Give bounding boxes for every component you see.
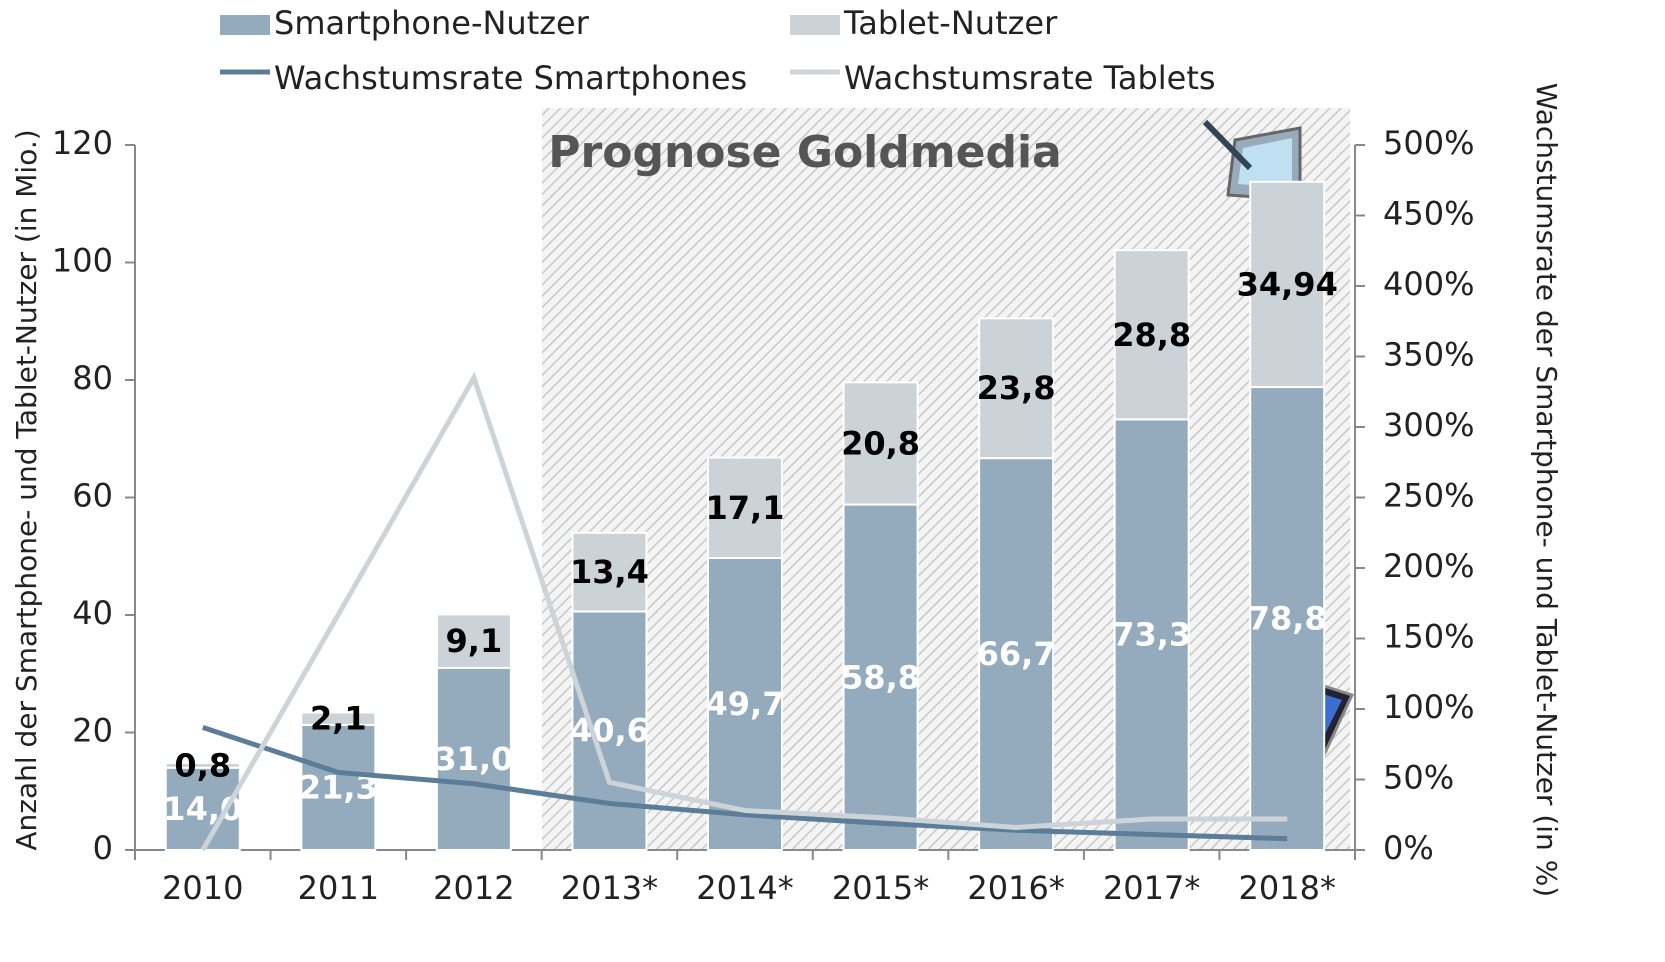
value-label: 40,6 — [570, 712, 649, 750]
legend-label: Smartphone-Nutzer — [274, 4, 590, 42]
value-label: 14,0 — [163, 790, 242, 828]
x-tick-label: 2017* — [1103, 869, 1200, 907]
y-tick-label: 60 — [72, 477, 113, 515]
bar — [1113, 249, 1190, 421]
bar — [978, 457, 1055, 851]
value-label: 73,3 — [1112, 616, 1191, 654]
legend-label: Tablet-Nutzer — [843, 4, 1058, 42]
bar — [300, 711, 377, 726]
value-label: 9,1 — [446, 622, 503, 660]
y2-tick-label: 50% — [1383, 759, 1454, 797]
line — [200, 371, 1288, 852]
value-label: 78,8 — [1248, 600, 1327, 638]
y2-tick-label: 250% — [1383, 477, 1474, 515]
value-label: 2,1 — [310, 700, 367, 738]
bar — [571, 531, 648, 613]
legend-label: Wachstumsrate Smartphones — [274, 59, 747, 97]
y-tick-label: 20 — [72, 712, 113, 750]
line — [201, 724, 1288, 842]
bar — [435, 613, 512, 669]
x-tick-label: 2012 — [433, 869, 514, 907]
y2-axis-title: Wachstumsrate der Smartphone- und Tablet… — [1530, 83, 1563, 897]
x-tick-label: 2016* — [967, 869, 1064, 907]
y2-tick-label: 150% — [1383, 618, 1474, 656]
value-label: 20,8 — [841, 424, 920, 462]
legend-swatch — [790, 15, 840, 35]
bar — [300, 723, 377, 851]
value-label: 49,7 — [706, 685, 785, 723]
value-label: 34,94 — [1237, 265, 1338, 303]
value-label: 17,1 — [706, 489, 785, 527]
x-tick-label: 2011 — [298, 869, 379, 907]
forecast-region — [542, 108, 1350, 850]
x-tick-label: 2014* — [696, 869, 793, 907]
x-tick-label: 2018* — [1239, 869, 1336, 907]
bar — [707, 456, 783, 560]
bar — [1113, 418, 1190, 851]
y2-tick-label: 450% — [1383, 195, 1474, 233]
y2-tick-label: 500% — [1383, 124, 1474, 162]
bar — [164, 762, 241, 769]
bar — [571, 610, 648, 851]
value-label: 13,4 — [570, 553, 649, 591]
x-tick-label: 2013* — [561, 869, 658, 907]
value-label: 58,8 — [841, 658, 920, 696]
bar — [707, 557, 783, 851]
y2-tick-label: 200% — [1383, 547, 1474, 585]
x-tick-label: 2015* — [832, 869, 929, 907]
value-label: 66,7 — [977, 635, 1056, 673]
bar — [435, 666, 512, 851]
annotation: Prognose Goldmedia — [548, 127, 1061, 178]
legend-swatch — [220, 15, 270, 35]
y2-tick-label: 100% — [1383, 688, 1474, 726]
y2-tick-label: 300% — [1383, 406, 1474, 444]
tablet-icon — [1202, 119, 1302, 202]
y-tick-label: 100 — [52, 242, 113, 280]
value-label: 28,8 — [1112, 316, 1191, 354]
y2-tick-label: 350% — [1383, 336, 1474, 374]
y-axis-title: Anzahl der Smartphone- und Tablet-Nutzer… — [10, 129, 43, 850]
value-label: 23,8 — [977, 369, 1056, 407]
value-label: 31,0 — [434, 740, 513, 778]
bar — [1249, 180, 1326, 389]
bar — [978, 317, 1055, 460]
legend-label: Wachstumsrate Tablets — [844, 59, 1216, 97]
y-tick-label: 120 — [52, 124, 113, 162]
bar — [1249, 386, 1326, 851]
y-tick-label: 80 — [72, 359, 113, 397]
x-tick-label: 2010 — [162, 869, 243, 907]
y-tick-label: 40 — [72, 594, 113, 632]
bar — [842, 381, 919, 506]
y2-tick-label: 400% — [1383, 265, 1474, 303]
y-tick-label: 0 — [93, 829, 113, 867]
y2-tick-label: 0% — [1383, 829, 1434, 867]
bar — [842, 503, 919, 851]
value-label: 0,8 — [174, 746, 231, 784]
